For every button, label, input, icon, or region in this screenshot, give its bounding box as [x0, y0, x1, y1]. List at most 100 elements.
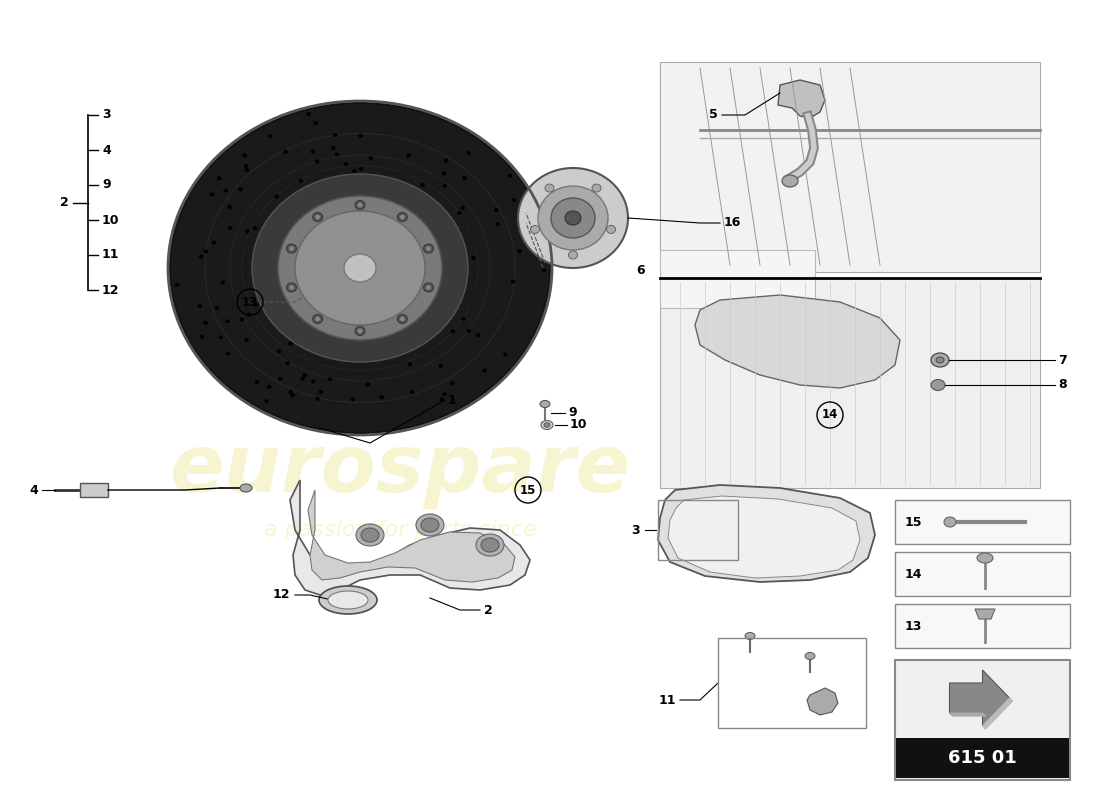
Text: 3: 3 — [102, 109, 111, 122]
Ellipse shape — [289, 246, 294, 250]
Ellipse shape — [410, 390, 415, 394]
Ellipse shape — [538, 186, 608, 250]
Ellipse shape — [565, 211, 581, 225]
Ellipse shape — [312, 314, 322, 323]
Bar — [895, 500, 1070, 544]
Ellipse shape — [399, 317, 405, 322]
Ellipse shape — [944, 517, 956, 527]
Ellipse shape — [298, 178, 304, 182]
Ellipse shape — [204, 250, 208, 254]
Ellipse shape — [315, 159, 319, 163]
Bar — [660, 250, 815, 308]
Ellipse shape — [246, 313, 251, 317]
Ellipse shape — [199, 254, 204, 258]
Text: 615 01: 615 01 — [948, 749, 1016, 767]
Text: 12: 12 — [273, 589, 290, 602]
Text: 8: 8 — [1058, 378, 1067, 391]
Ellipse shape — [209, 192, 214, 196]
Ellipse shape — [361, 528, 379, 542]
Ellipse shape — [288, 390, 293, 394]
Ellipse shape — [316, 214, 320, 219]
Ellipse shape — [319, 390, 323, 394]
Ellipse shape — [319, 586, 377, 614]
Text: 15: 15 — [520, 483, 536, 497]
Ellipse shape — [399, 214, 405, 219]
Ellipse shape — [253, 226, 257, 230]
Ellipse shape — [288, 342, 293, 346]
Ellipse shape — [275, 194, 279, 198]
Bar — [658, 500, 738, 560]
Ellipse shape — [328, 591, 369, 609]
Ellipse shape — [240, 318, 244, 322]
Ellipse shape — [440, 398, 444, 402]
Ellipse shape — [420, 183, 425, 187]
Text: 13: 13 — [905, 619, 923, 633]
Ellipse shape — [253, 303, 257, 307]
Text: 1: 1 — [448, 394, 456, 406]
Ellipse shape — [442, 392, 447, 396]
Text: 16: 16 — [724, 217, 741, 230]
Polygon shape — [695, 295, 900, 388]
Ellipse shape — [476, 534, 504, 556]
Text: 14: 14 — [822, 409, 838, 422]
Bar — [80, 483, 108, 497]
Ellipse shape — [551, 198, 595, 238]
Text: 15: 15 — [905, 515, 923, 529]
Ellipse shape — [311, 379, 316, 383]
Text: 4: 4 — [102, 143, 111, 157]
Text: 14: 14 — [905, 567, 923, 581]
Text: 9: 9 — [102, 178, 111, 191]
Text: 13: 13 — [242, 295, 258, 309]
Ellipse shape — [290, 393, 295, 397]
Ellipse shape — [397, 314, 407, 323]
Ellipse shape — [359, 167, 363, 171]
Polygon shape — [807, 688, 838, 715]
Ellipse shape — [316, 317, 320, 322]
Ellipse shape — [243, 154, 248, 158]
Text: eurospare: eurospare — [169, 431, 630, 509]
Ellipse shape — [311, 150, 316, 154]
Ellipse shape — [439, 364, 443, 368]
Ellipse shape — [285, 362, 290, 366]
Ellipse shape — [592, 184, 601, 192]
Bar — [895, 604, 1070, 648]
Ellipse shape — [217, 176, 221, 180]
Ellipse shape — [226, 351, 230, 355]
Text: 2: 2 — [484, 603, 493, 617]
Ellipse shape — [244, 168, 249, 172]
Text: 5: 5 — [710, 109, 718, 122]
Ellipse shape — [936, 357, 944, 363]
Ellipse shape — [355, 326, 365, 335]
Ellipse shape — [328, 378, 332, 382]
Polygon shape — [308, 490, 515, 582]
Ellipse shape — [365, 382, 370, 386]
Ellipse shape — [805, 653, 815, 659]
Ellipse shape — [540, 401, 550, 407]
Ellipse shape — [276, 350, 282, 354]
Ellipse shape — [569, 251, 578, 259]
Text: 11: 11 — [659, 694, 676, 706]
Ellipse shape — [931, 353, 949, 367]
Ellipse shape — [286, 244, 297, 253]
Ellipse shape — [333, 133, 338, 137]
Ellipse shape — [344, 254, 376, 282]
Ellipse shape — [352, 169, 356, 173]
Ellipse shape — [530, 226, 539, 234]
Ellipse shape — [358, 202, 363, 207]
Text: 12: 12 — [102, 283, 120, 297]
Text: 9: 9 — [568, 406, 576, 419]
Polygon shape — [949, 670, 1010, 726]
Ellipse shape — [314, 121, 318, 125]
Ellipse shape — [245, 230, 250, 234]
Ellipse shape — [356, 524, 384, 546]
Ellipse shape — [358, 329, 363, 334]
Ellipse shape — [517, 249, 521, 253]
Ellipse shape — [466, 151, 471, 155]
Ellipse shape — [204, 321, 208, 325]
Ellipse shape — [977, 553, 993, 563]
Ellipse shape — [278, 377, 283, 381]
Bar — [895, 552, 1070, 596]
Ellipse shape — [481, 538, 499, 552]
Text: a passion for parts since: a passion for parts since — [264, 520, 537, 540]
Ellipse shape — [243, 164, 249, 168]
